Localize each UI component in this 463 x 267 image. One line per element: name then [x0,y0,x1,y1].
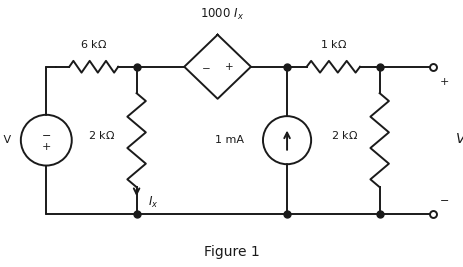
Text: 6 k$\Omega$: 6 k$\Omega$ [80,38,107,50]
Text: $+$: $+$ [225,61,234,72]
Text: 2 k$\Omega$: 2 k$\Omega$ [88,129,115,141]
Text: $-$: $-$ [41,128,51,139]
Text: $+$: $+$ [41,141,51,152]
Text: $+$: $+$ [439,76,450,87]
Text: 3 V: 3 V [0,135,12,145]
Text: $I_x$: $I_x$ [148,195,159,210]
Text: 1000 $I_x$: 1000 $I_x$ [200,7,244,22]
Text: $-$: $-$ [439,194,450,204]
Text: Figure 1: Figure 1 [204,245,259,259]
Text: 1 mA: 1 mA [215,135,244,145]
Text: 2 k$\Omega$: 2 k$\Omega$ [332,129,358,141]
Text: $-$: $-$ [201,62,211,72]
Text: 1 k$\Omega$: 1 k$\Omega$ [320,38,347,50]
Text: $V_0$: $V_0$ [455,132,463,148]
